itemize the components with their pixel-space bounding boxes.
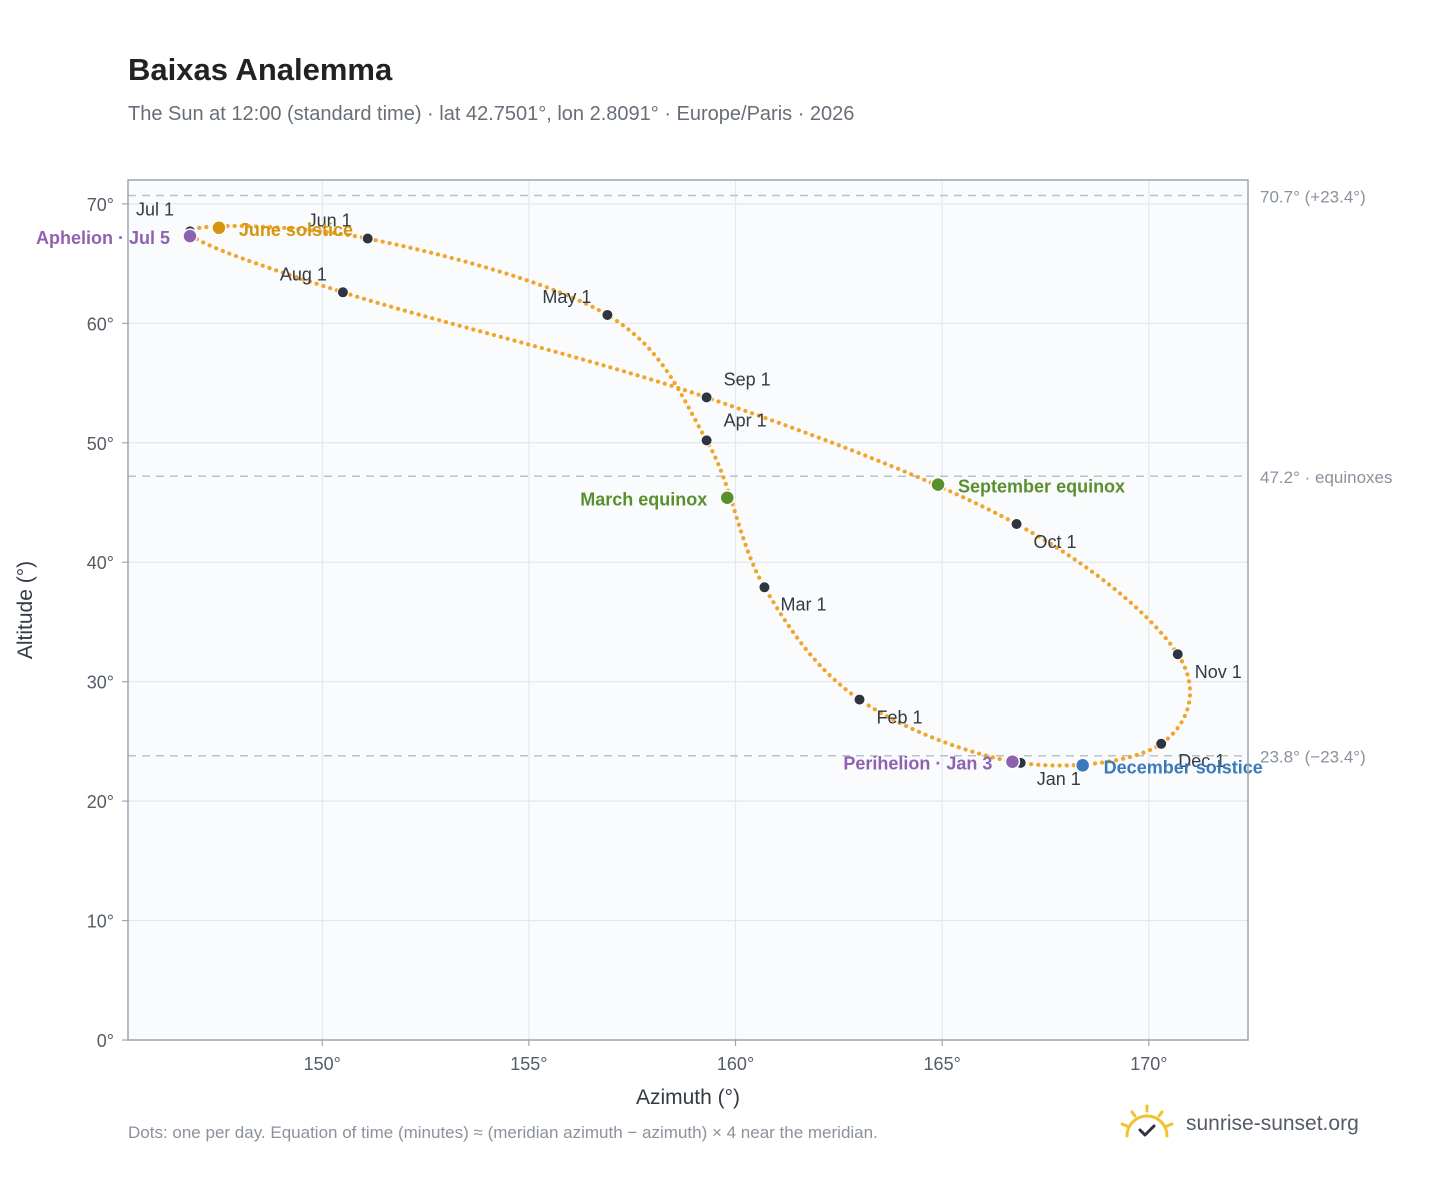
month-label: Nov 1: [1195, 662, 1242, 682]
y-tick-label: 20°: [87, 792, 114, 812]
month-label: Apr 1: [724, 410, 767, 430]
y-axis-label: Altitude (°): [14, 561, 37, 659]
month-marker: [853, 693, 866, 706]
event-marker: [211, 220, 227, 236]
event-marker: [930, 476, 946, 493]
y-tick-label: 60°: [87, 314, 114, 334]
event-marker: [719, 489, 736, 506]
axis-ticks: 150° 155° 160° 165° 170° 0° 10° 20° 30° 40° 50° 60°…: [87, 195, 1168, 1074]
event-label: March equinox: [580, 490, 707, 510]
footnote: Dots: one per day. Equation of time (min…: [128, 1123, 878, 1142]
x-tick-label: 155°: [510, 1054, 547, 1074]
event-marker: [1074, 757, 1091, 774]
x-tick-label: 160°: [717, 1054, 754, 1074]
x-tick-label: 165°: [924, 1054, 961, 1074]
event-label: September equinox: [958, 477, 1125, 497]
y-tick-label: 70°: [87, 195, 114, 215]
event-label: Perihelion · Jan 3: [843, 754, 992, 774]
brand: sunrise-sunset.org: [1118, 1100, 1359, 1148]
reference-lines: 70.7° (+23.4°) 47.2° · equinoxes 23.8° (−2…: [128, 188, 1393, 767]
month-label: May 1: [542, 287, 591, 307]
brand-name: sunrise-sunset.org: [1186, 1112, 1359, 1135]
plot-area: [128, 180, 1248, 1040]
month-marker: [700, 391, 713, 404]
month-label: Jun 1: [308, 211, 352, 231]
month-label: Mar 1: [780, 594, 826, 614]
event-label: December solstice: [1104, 757, 1263, 777]
sun-logo-icon: [1120, 1104, 1174, 1138]
y-tick-label: 0°: [97, 1031, 114, 1051]
month-marker: [758, 581, 771, 594]
event-label: June solstice: [239, 220, 353, 240]
month-label: Aug 1: [280, 264, 327, 284]
month-marker: [1010, 518, 1023, 530]
reference-line-label: 23.8° (−23.4°): [1260, 748, 1366, 767]
y-tick-label: 40°: [87, 553, 114, 573]
y-tick-label: 30°: [87, 673, 114, 693]
y-tick-label: 50°: [87, 434, 114, 454]
month-label: Jul 1: [136, 199, 174, 219]
month-marker: [700, 434, 713, 447]
month-marker: [336, 286, 349, 299]
x-tick-label: 150°: [304, 1054, 341, 1074]
month-label: Jan 1: [1037, 769, 1081, 789]
y-tick-label: 10°: [87, 912, 114, 932]
month-markers: Jan 1 Feb 1 Mar 1 Apr 1 May 1 Jun 1 Jul 1 Aug 1…: [136, 199, 1242, 789]
chart-subtitle: The Sun at 12:00 (standard time) · lat 4…: [128, 103, 855, 125]
month-marker: [1155, 737, 1168, 750]
month-marker: [361, 232, 374, 245]
month-marker: [601, 308, 614, 321]
month-label: Oct 1: [1034, 532, 1077, 552]
month-label: Sep 1: [724, 369, 771, 389]
reference-line-label: 70.7° (+23.4°): [1260, 188, 1366, 207]
event-marker: [182, 228, 198, 244]
month-label: Dec 1: [1178, 751, 1225, 771]
reference-line-label: 47.2° · equinoxes: [1260, 468, 1393, 487]
event-label: Aphelion · Jul 5: [36, 228, 170, 248]
event-markers: June solstice December solstice March equi…: [36, 220, 1263, 778]
month-label: Feb 1: [877, 708, 923, 728]
x-tick-label: 170°: [1130, 1054, 1167, 1074]
chart-title: Baixas Analemma: [128, 52, 393, 87]
event-marker: [1004, 753, 1021, 770]
plot-frame: [127, 179, 1249, 1041]
month-marker: [1171, 648, 1184, 661]
x-axis-label: Azimuth (°): [636, 1086, 740, 1109]
